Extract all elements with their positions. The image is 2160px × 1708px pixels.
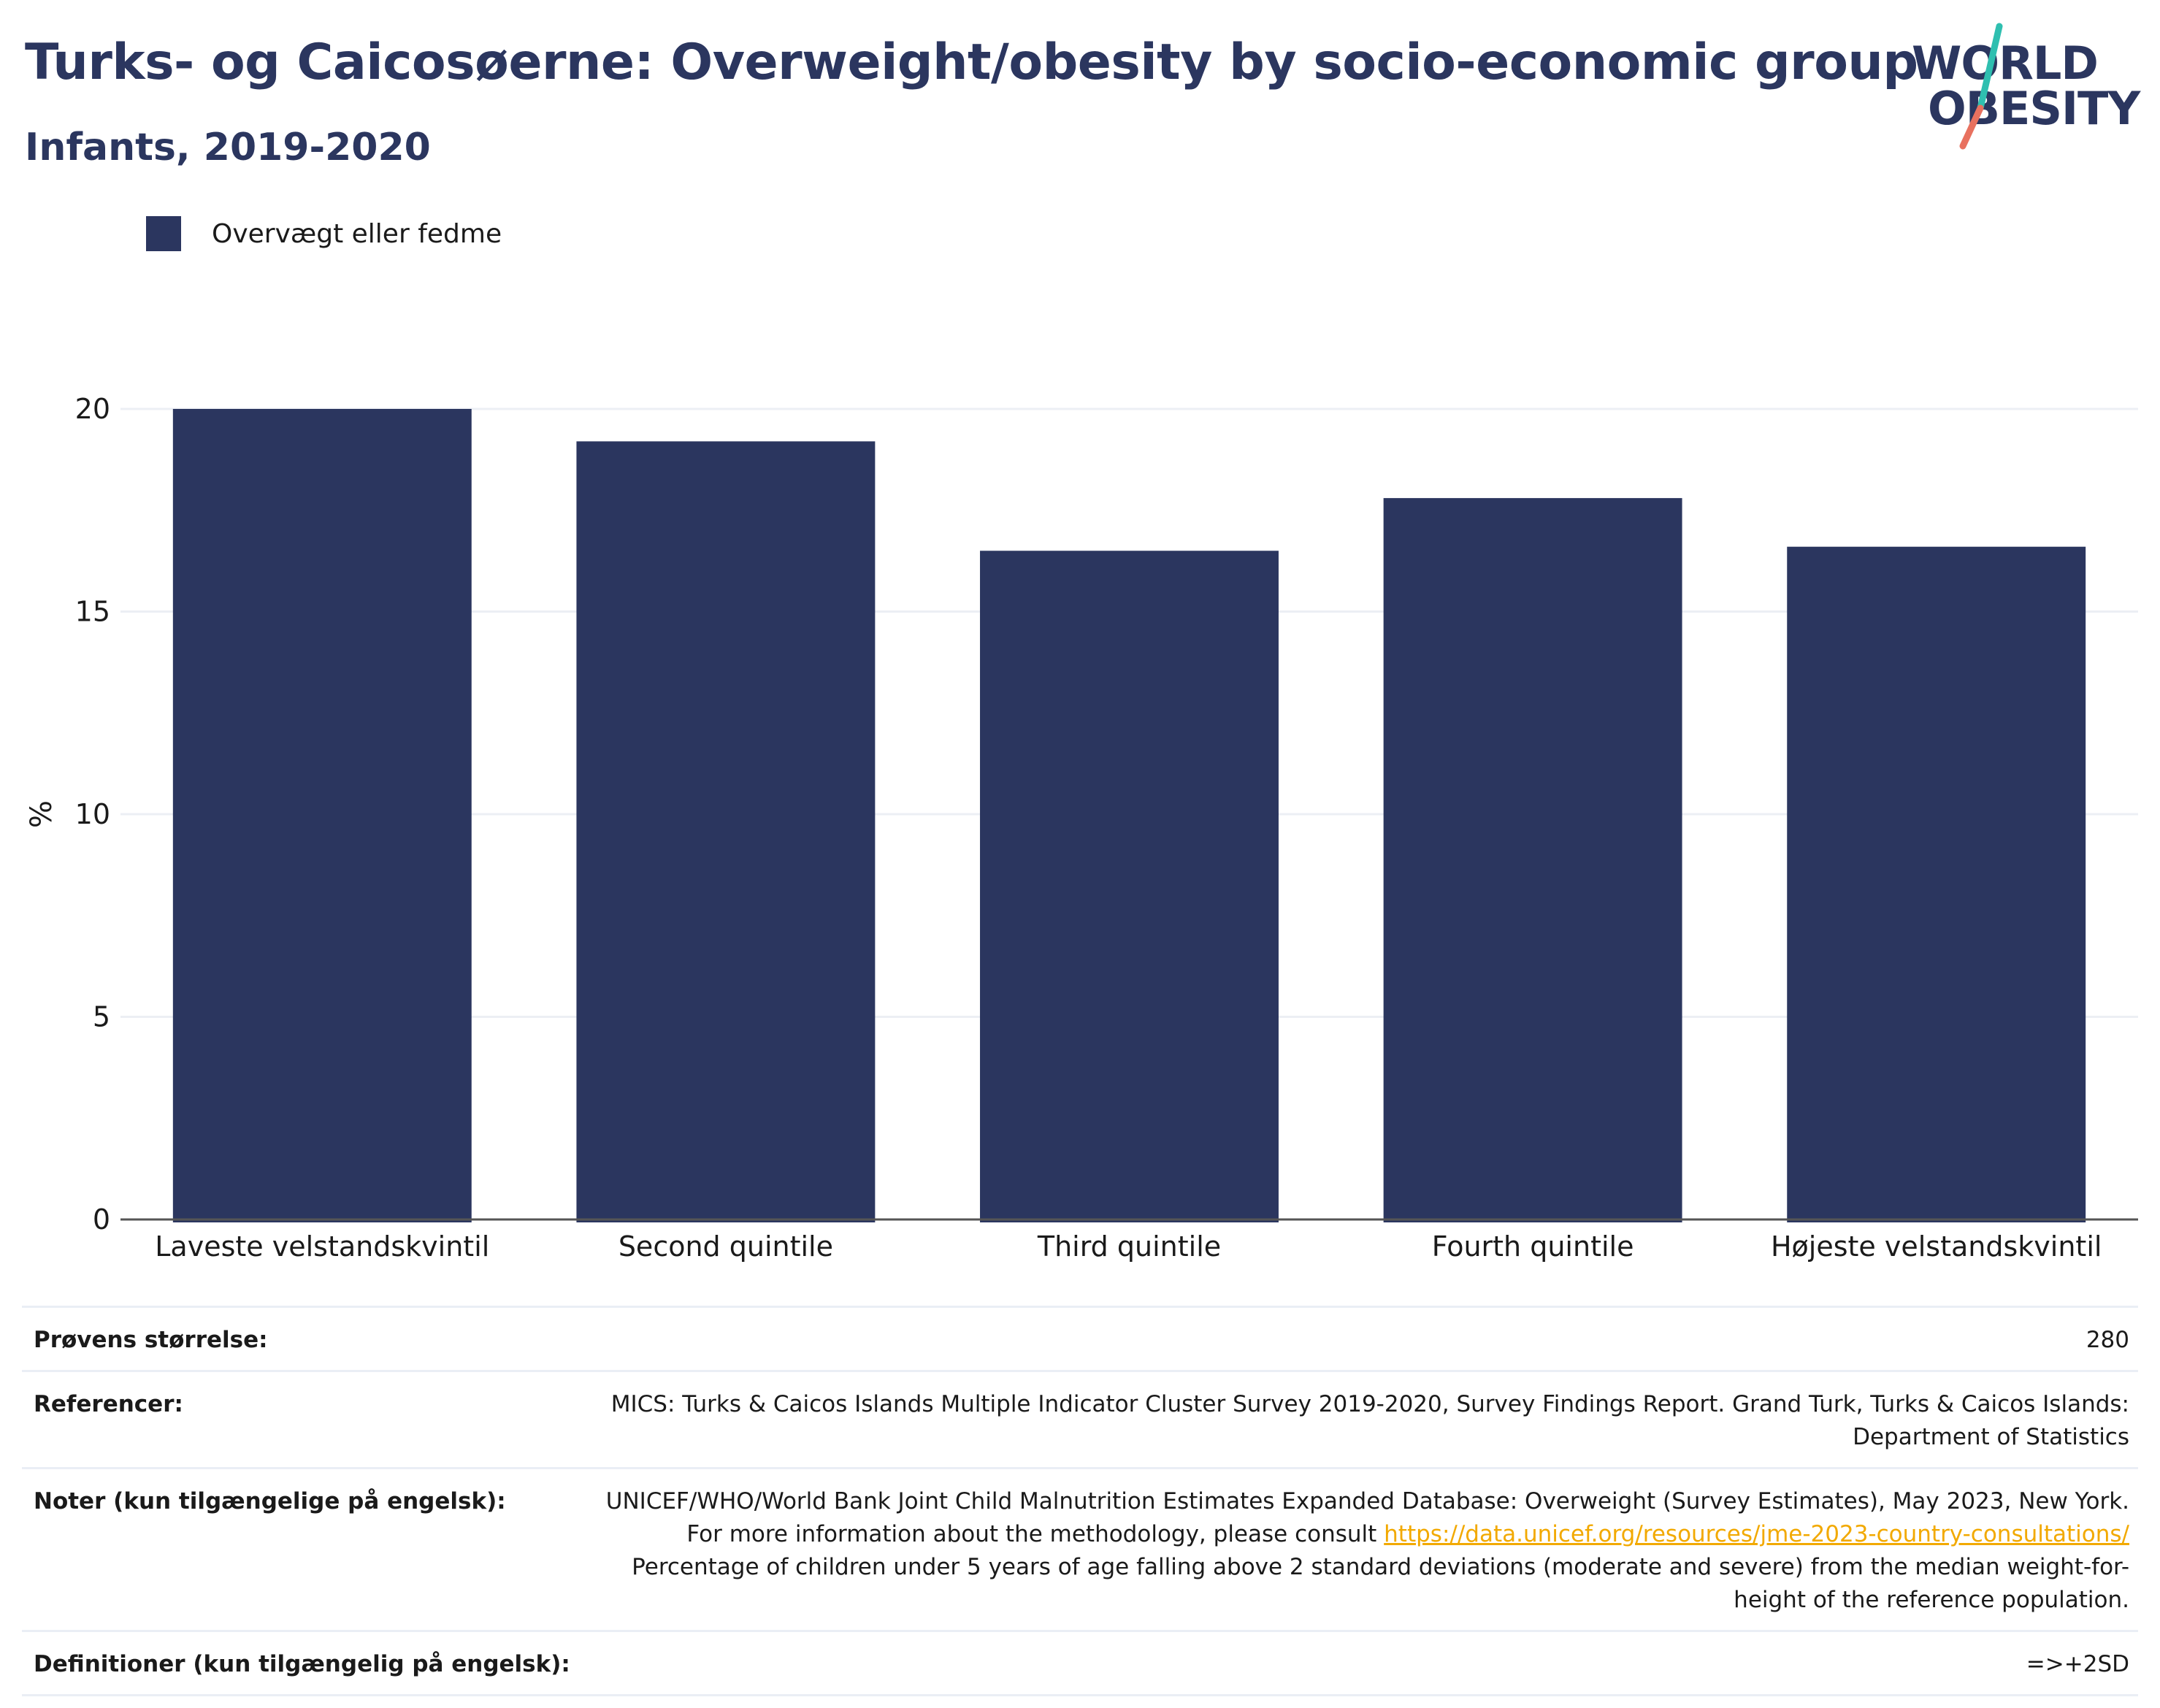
logo-slash-icon (1959, 23, 2003, 150)
x-tick-label: Second quintile (618, 1230, 833, 1263)
info-row-references: Referencer: MICS: Turks & Caicos Islands… (22, 1370, 2138, 1467)
bar (980, 551, 1279, 1222)
legend: Overvægt eller fedme (146, 216, 502, 251)
y-tick-label: 10 (75, 798, 110, 830)
x-tick-label: Fourth quintile (1432, 1230, 1634, 1263)
y-tick-label: 20 (75, 393, 110, 425)
logo-line-2: OBESITY (1928, 82, 2140, 135)
definitions-label: Definitioner (kun tilgængelig på engelsk… (34, 1651, 570, 1677)
world-obesity-logo: WORLD OBESITY (1899, 22, 2147, 153)
x-tick-label: Laveste velstandskvintil (155, 1230, 489, 1263)
y-tick-label: 0 (93, 1203, 110, 1236)
info-table: Prøvens størrelse: 280 Referencer: MICS:… (22, 1306, 2138, 1696)
legend-label: Overvægt eller fedme (212, 218, 502, 249)
chart-subtitle: Infants, 2019-2020 (25, 126, 431, 169)
y-axis-label: % (25, 800, 58, 828)
notes-value: UNICEF/WHO/World Bank Joint Child Malnut… (596, 1485, 2129, 1617)
references-value: MICS: Turks & Caicos Islands Multiple In… (610, 1391, 2129, 1450)
definitions-value: =>+2SD (2026, 1651, 2129, 1677)
legend-swatch (146, 216, 181, 251)
x-tick-label: Højeste velstandskvintil (1771, 1230, 2102, 1263)
bar (1787, 546, 2086, 1222)
logo-line-1: WORLD (1912, 37, 2099, 90)
info-row-definitions: Definitioner (kun tilgængelig på engelsk… (22, 1630, 2138, 1696)
info-row-notes: Noter (kun tilgængelige på engelsk): UNI… (22, 1467, 2138, 1630)
chart-title: Turks- og Caicosøerne: Overweight/obesit… (25, 34, 1918, 91)
notes-label: Noter (kun tilgængelige på engelsk): (34, 1488, 506, 1514)
info-row-sample-size: Prøvens størrelse: 280 (22, 1306, 2138, 1370)
notes-link[interactable]: https://data.unicef.org/resources/jme-20… (1384, 1521, 2129, 1547)
y-tick-label: 15 (75, 596, 110, 628)
notes-text-after: Percentage of children under 5 years of … (632, 1554, 2129, 1613)
sample-size-label: Prøvens størrelse: (34, 1327, 268, 1353)
sample-size-value: 280 (2086, 1327, 2129, 1353)
y-tick-label: 5 (93, 1001, 110, 1033)
x-tick-label: Third quintile (1037, 1230, 1221, 1263)
notes-text-before: UNICEF/WHO/World Bank Joint Child Malnut… (605, 1488, 2129, 1547)
bar (576, 441, 876, 1222)
bar-chart: 0 5 10 15 20% Laveste velstandskvintil Second … (25, 393, 2138, 1263)
bar (172, 409, 472, 1222)
bar (1383, 498, 1682, 1222)
references-label: Referencer: (34, 1391, 183, 1417)
